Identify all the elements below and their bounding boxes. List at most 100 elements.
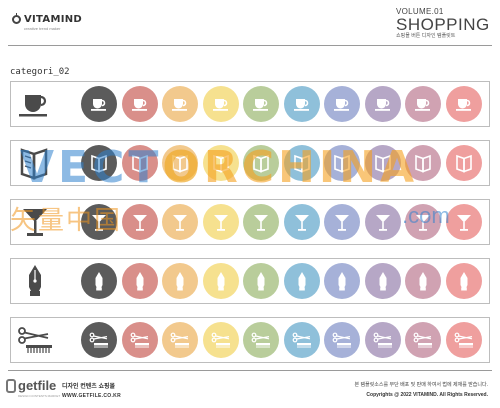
fountain-pen-nib-icon	[257, 272, 265, 291]
brochure-button-3[interactable]	[162, 145, 198, 181]
notice-text: 본 템플릿소스를 무단 배포 및 판매 하여서 법에 제재를 받습니다.	[354, 382, 489, 388]
coffee-cup-icon	[212, 99, 228, 111]
fountain-pen-nib-button-3[interactable]	[162, 263, 198, 299]
fountain-pen-nib-icon	[460, 272, 467, 291]
cocktail-glass-icon	[375, 215, 390, 231]
scissors-comb-button-1[interactable]	[81, 322, 117, 358]
scissors-comb-button-4[interactable]	[202, 322, 239, 358]
cocktail-glass-button-6[interactable]	[283, 204, 320, 240]
icon-row-coffee	[10, 81, 490, 127]
watermark-rchina: RCHINA	[203, 142, 419, 193]
coffee-cup-icon	[415, 99, 430, 111]
cocktail-glass-button-2[interactable]	[121, 204, 158, 240]
cocktail-glass-icon	[213, 215, 228, 231]
fountain-pen-nib-icon	[14, 262, 56, 300]
copyright-block: 본 템플릿소스를 무단 배포 및 판매 하여서 법에 제재를 받습니다. Cop…	[355, 381, 489, 398]
icon-row-brochure	[10, 140, 490, 186]
coffee-cup-icon	[455, 99, 471, 111]
brochure-icon	[374, 154, 391, 173]
scissors-comb-button-3[interactable]	[162, 322, 198, 358]
cocktail-glass-button-10[interactable]	[445, 204, 482, 240]
brochure-icon	[212, 154, 229, 173]
footer-divider	[8, 370, 492, 371]
cocktail-glass-icon	[294, 215, 309, 231]
brand-tagline: creative trend maker	[24, 26, 61, 31]
brochure-icon	[14, 144, 56, 182]
brochure-button-10[interactable]	[445, 145, 482, 181]
scissors-comb-button-10[interactable]	[445, 322, 482, 358]
design-store: 디자인 컨텐츠 쇼핑몰 WWW.GETFILE.CO.KR	[62, 381, 121, 399]
icon-row-cocktail	[10, 199, 490, 245]
brochure-button-8[interactable]	[364, 145, 401, 181]
category-label: categori_02	[10, 67, 70, 77]
fountain-pen-nib-icon	[338, 272, 346, 291]
brochure-button-6[interactable]	[283, 145, 320, 181]
design-title: 디자인 컨텐츠 쇼핑몰	[62, 384, 116, 390]
brochure-button-4[interactable]	[202, 145, 239, 181]
scissors-comb-icon	[14, 321, 56, 359]
coffee-cup-button-10[interactable]	[445, 86, 482, 122]
coffee-cup-icon	[172, 99, 187, 111]
design-url[interactable]: WWW.GETFILE.CO.KR	[62, 393, 121, 399]
brand-logo: VITAMIND creative trend maker	[12, 13, 82, 31]
scissors-comb-button-8[interactable]	[364, 322, 401, 358]
cocktail-glass-icon	[14, 203, 56, 241]
brochure-button-7[interactable]	[324, 145, 360, 181]
cocktail-glass-button-7[interactable]	[324, 204, 360, 240]
cocktail-glass-button-4[interactable]	[202, 204, 239, 240]
watermark-cn: 矢量中国	[10, 205, 123, 235]
coffee-cup-button-3[interactable]	[162, 86, 198, 122]
brochure-button-5[interactable]	[243, 145, 279, 181]
fountain-pen-nib-button-8[interactable]	[364, 263, 401, 299]
fountain-pen-nib-button-5[interactable]	[243, 263, 279, 299]
vitamind-logo-icon	[12, 13, 21, 24]
brochure-button-9[interactable]	[405, 145, 441, 181]
coffee-cup-button-2[interactable]	[121, 86, 158, 122]
volume-label: VOLUME.01	[396, 7, 444, 16]
brochure-icon	[91, 154, 107, 173]
scissors-comb-button-6[interactable]	[283, 322, 320, 358]
scissors-comb-button-5[interactable]	[243, 322, 279, 358]
scissors-comb-button-9[interactable]	[405, 322, 441, 358]
fountain-pen-nib-icon	[379, 272, 386, 291]
scissors-comb-icon	[251, 332, 270, 348]
coffee-cup-button-4[interactable]	[202, 86, 239, 122]
cocktail-glass-button-3[interactable]	[162, 204, 198, 240]
fountain-pen-nib-button-7[interactable]	[324, 263, 360, 299]
cocktail-glass-icon	[173, 215, 187, 231]
scissors-comb-button-7[interactable]	[324, 322, 360, 358]
fountain-pen-nib-button-9[interactable]	[405, 263, 441, 299]
fountain-pen-nib-button-2[interactable]	[121, 263, 158, 299]
brochure-button-1[interactable]	[81, 145, 117, 181]
fountain-pen-nib-button-1[interactable]	[81, 263, 117, 299]
scissors-comb-icon	[211, 332, 230, 348]
brochure-icon	[293, 154, 310, 173]
brochure-icon	[334, 154, 350, 173]
brochure-icon	[253, 154, 269, 173]
cocktail-glass-button-5[interactable]	[243, 204, 279, 240]
brochure-icon	[131, 154, 148, 173]
scissors-comb-button-2[interactable]	[121, 322, 158, 358]
scissors-comb-icon	[413, 332, 432, 348]
coffee-cup-button-5[interactable]	[243, 86, 279, 122]
coffee-cup-button-8[interactable]	[364, 86, 401, 122]
cocktail-glass-button-8[interactable]	[364, 204, 401, 240]
header-divider	[8, 45, 492, 46]
coffee-cup-icon	[293, 99, 309, 111]
watermark-vect: VECT	[20, 142, 163, 193]
fountain-pen-nib-icon	[95, 272, 103, 291]
coffee-cup-button-6[interactable]	[283, 86, 320, 122]
volume-title: SHOPPING	[396, 15, 490, 34]
fountain-pen-nib-button-10[interactable]	[445, 263, 482, 299]
coffee-cup-button-9[interactable]	[405, 86, 441, 122]
coffee-cup-button-1[interactable]	[81, 86, 117, 122]
brochure-icon	[415, 154, 431, 173]
cocktail-glass-button-1[interactable]	[81, 204, 117, 240]
scissors-comb-icon	[292, 332, 311, 348]
cocktail-glass-button-9[interactable]	[405, 204, 441, 240]
coffee-cup-button-7[interactable]	[324, 86, 360, 122]
fountain-pen-nib-button-4[interactable]	[202, 263, 239, 299]
fountain-pen-nib-button-6[interactable]	[283, 263, 320, 299]
brochure-button-2[interactable]	[121, 145, 158, 181]
getfile-sub: DESIGN CONTENTS MARKET	[18, 394, 61, 398]
